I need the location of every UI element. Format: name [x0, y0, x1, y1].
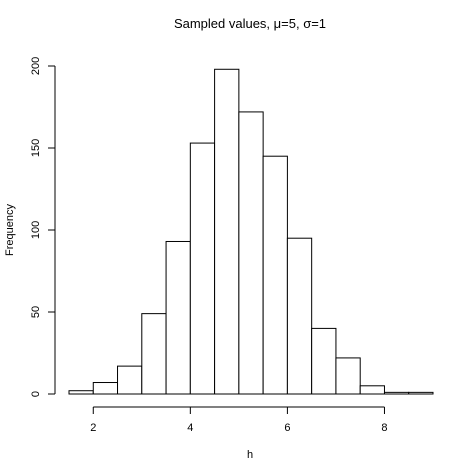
y-tick-label: 100 [30, 221, 42, 239]
bars-group [68, 68, 434, 395]
y-axis: 0 50 100 150 200 [30, 57, 56, 397]
histogram-bar-14 [408, 391, 434, 395]
histogram-bar-13 [383, 391, 410, 395]
chart-title: Sampled values, μ=5, σ=1 [174, 16, 326, 31]
histogram-bar-1 [92, 382, 119, 395]
y-axis-label: Frequency [4, 204, 16, 256]
histogram-bar-0 [68, 390, 94, 395]
histogram-bar-8 [262, 155, 288, 395]
histogram-bar-9 [286, 237, 313, 395]
x-tick-label: 8 [381, 422, 387, 434]
histogram-bar-4 [165, 240, 191, 395]
y-tick-label: 50 [30, 306, 42, 318]
y-tick-label: 0 [30, 391, 42, 397]
y-tick-label: 150 [30, 139, 42, 157]
x-tick-label: 4 [187, 422, 193, 434]
x-tick-label: 6 [284, 422, 290, 434]
histogram-bar-12 [359, 385, 385, 395]
y-tick-label: 200 [30, 57, 42, 75]
histogram-bar-11 [335, 357, 361, 395]
histogram-bar-6 [214, 68, 240, 395]
x-tick-label: 2 [90, 422, 96, 434]
histogram-bar-10 [311, 327, 337, 395]
x-axis-label: h [247, 449, 253, 461]
histogram-bar-3 [141, 313, 167, 395]
x-axis: 2 4 6 8 [90, 406, 388, 434]
histogram-bar-2 [117, 365, 143, 395]
histogram-bar-7 [238, 111, 264, 395]
histogram-bar-5 [189, 142, 216, 395]
